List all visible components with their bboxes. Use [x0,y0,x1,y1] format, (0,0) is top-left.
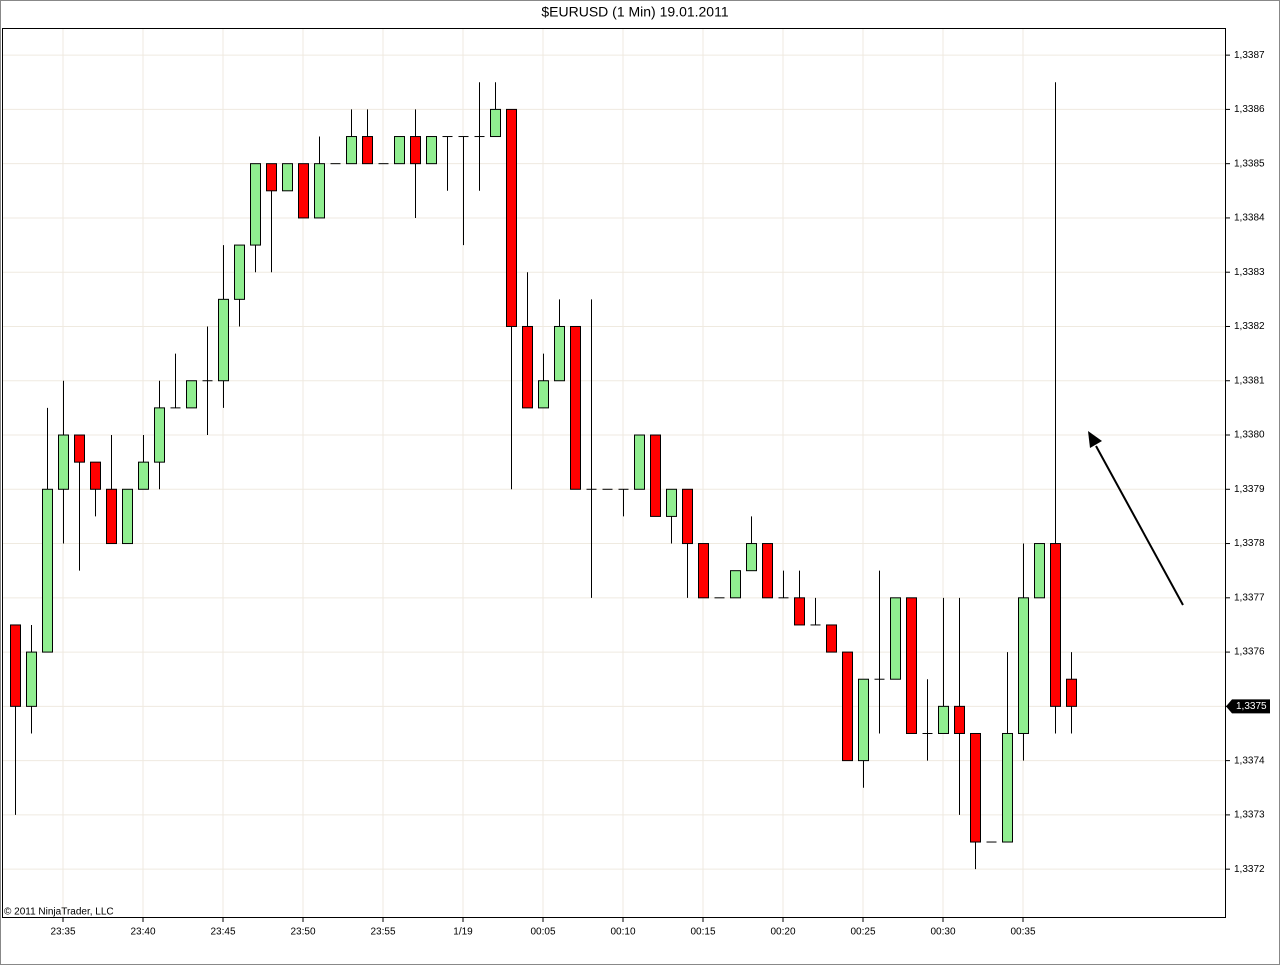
x-tick-label: 23:45 [210,927,235,938]
candle-body [346,136,357,165]
candle-body [1018,597,1029,734]
candle-body [634,434,645,490]
candle-body [90,461,101,490]
x-tick-label: 23:50 [290,927,315,938]
candle-body [410,136,421,165]
chart-title: $EURUSD (1 Min) 19.01.2011 [541,4,728,20]
candle-body [282,163,293,192]
x-tick-label: 00:10 [610,927,635,938]
arrow [1088,431,1184,606]
candle-body [394,136,405,165]
candle-body [298,163,309,219]
candle-body [362,136,373,165]
x-tick-label: 00:25 [850,927,875,938]
candle-body [842,651,853,762]
y-tick-label: 1,3380 [1234,430,1265,441]
y-tick-label: 1,3372 [1234,864,1265,875]
candle-body [1002,732,1013,843]
candle-body [698,543,709,599]
candle-body [938,705,949,734]
candle-body [266,163,277,192]
candle-body [666,488,677,517]
candle-body [154,407,165,463]
last-price-marker [1226,699,1270,714]
y-tick-label: 1,3379 [1234,484,1265,495]
candle-body [858,678,869,762]
candle-body [890,597,901,680]
candle-body [730,570,741,599]
candle-body [906,597,917,734]
candle-body [218,298,229,382]
candle-body [42,488,53,653]
x-tick-label: 00:35 [1010,927,1035,938]
candle-body [234,244,245,300]
candle-body [1066,678,1077,707]
y-tick-label: 1,3383 [1234,267,1265,278]
candle-body [10,624,21,707]
y-tick-label: 1,3373 [1234,810,1265,821]
candle-body [106,488,117,545]
last-price-label: 1,3375 [1236,701,1267,712]
y-tick-label: 1,3374 [1234,755,1265,766]
candle-body [58,434,69,490]
candle-body [314,163,325,219]
y-tick-label: 1,3387 [1234,50,1265,61]
candle-body [826,624,837,653]
x-tick-label: 00:15 [690,927,715,938]
x-tick-label: 00:20 [770,927,795,938]
x-tick-label: 00:05 [530,927,555,938]
y-tick-label: 1,3376 [1234,647,1265,658]
candle-body [954,705,965,734]
y-tick-label: 1,3385 [1234,158,1265,169]
candle-body [522,325,533,409]
y-tick-label: 1,3384 [1234,213,1265,224]
candle-body [1034,543,1045,599]
plot-border [2,28,1226,918]
candle-body [554,325,565,382]
candle-body [794,597,805,626]
x-tick-label: 00:30 [930,927,955,938]
x-tick-label: 1/19 [453,927,473,938]
x-tick-label: 23:55 [370,927,395,938]
candle-body [122,488,133,545]
candle-body [682,488,693,545]
y-tick-label: 1,3381 [1234,375,1265,386]
candle-body [762,543,773,599]
candle-body [490,108,501,138]
y-tick-label: 1,3382 [1234,321,1265,332]
candle-body [74,434,85,463]
x-tick-label: 23:35 [50,927,75,938]
candle-body [570,325,581,490]
candle-body [426,136,437,165]
candle-body [138,461,149,490]
candle-body [506,108,517,327]
candle-body [1050,543,1061,707]
candle-body [26,651,37,707]
candle-body [538,380,549,409]
candle-body [746,543,757,572]
copyright: © 2011 NinjaTrader, LLC [4,907,114,918]
candle-body [650,434,661,517]
y-tick-label: 1,3386 [1234,104,1265,115]
candle-body [970,732,981,843]
y-tick-label: 1,3377 [1234,592,1265,603]
x-tick-label: 23:40 [130,927,155,938]
y-tick-label: 1,3378 [1234,538,1265,549]
candle-body [250,163,261,246]
candle-body [186,380,197,409]
